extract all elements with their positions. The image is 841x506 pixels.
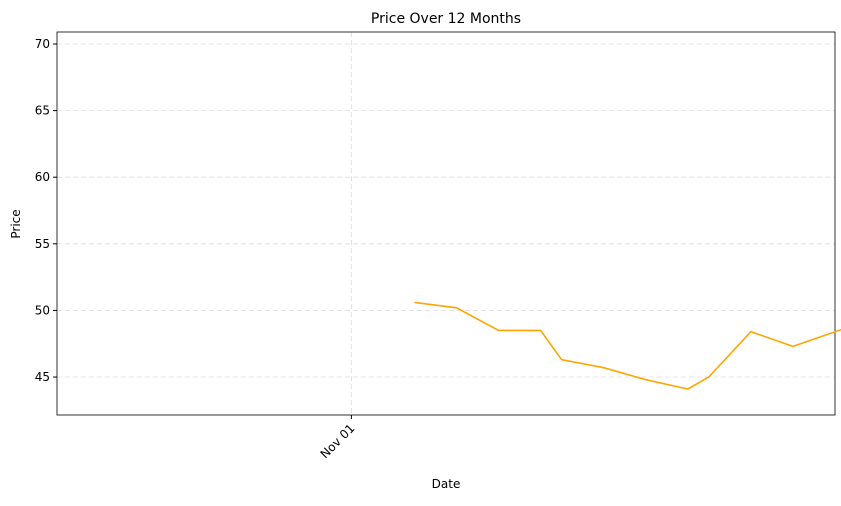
y-axis-label: Price — [9, 209, 23, 238]
x-axis-label: Date — [432, 477, 461, 491]
y-tick-label: 60 — [35, 170, 50, 184]
y-tick-label: 45 — [35, 370, 50, 384]
plot-frame — [57, 32, 835, 415]
y-tick-label: 55 — [35, 237, 50, 251]
y-tick-label: 70 — [35, 37, 50, 51]
chart-title: Price Over 12 Months — [371, 11, 521, 27]
price-line — [415, 53, 841, 399]
x-tick-label: Nov 01 — [318, 421, 358, 461]
y-tick-label: 65 — [35, 104, 50, 118]
y-tick-label: 50 — [35, 303, 50, 317]
